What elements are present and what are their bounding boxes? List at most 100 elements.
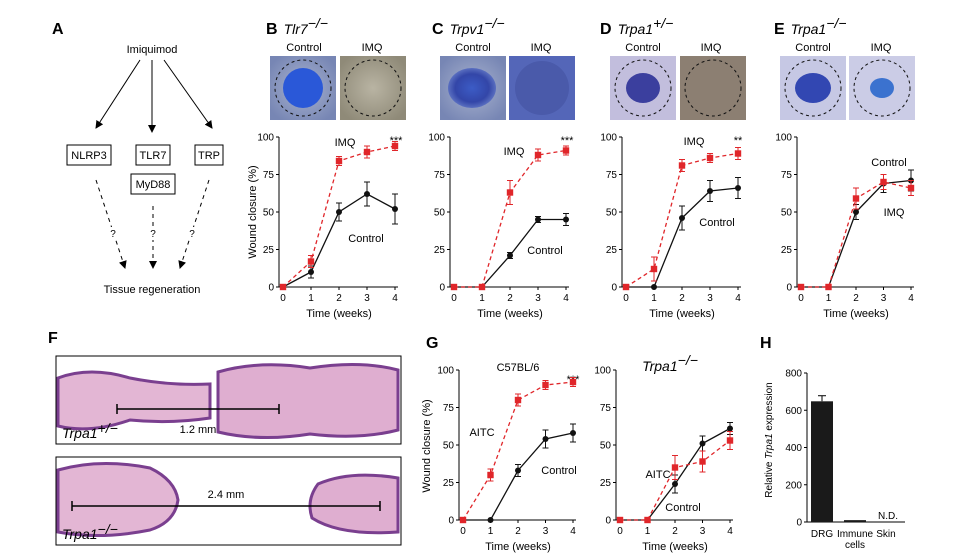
panel-label-g: G [426, 335, 438, 352]
g-right-control-label: Control [665, 502, 700, 514]
g-ylabel: Wound closure (%) [421, 399, 433, 492]
h-ytick-label: 0 [796, 518, 802, 529]
g-right-series-aitc-point [644, 516, 651, 524]
c-series-control-point [507, 252, 513, 259]
e-series-imq-point [825, 283, 832, 291]
g-left-ytick-label: 0 [448, 516, 454, 527]
g-right-xtick-label: 1 [645, 526, 651, 537]
d-ytick-label: 25 [606, 245, 618, 256]
nlrp3-box [66, 144, 112, 166]
charts-layer: 0 1 2 3 4 0 25 50 75 100 Time (weeks) 0 1 2 3 4 0 25 50 75 1… [257, 133, 914, 554]
f-bottom-tissue-right [308, 473, 400, 535]
tissue-regeneration-node: Tissue regeneration [104, 284, 201, 296]
g-left-series-aitc-point [569, 378, 577, 386]
panel-a: A Imiquimod NLRP3 TLR7 MyD88 TRP ? ? ? T… [52, 21, 224, 296]
c-control-label: Control [527, 245, 562, 257]
c-xtick-label: 4 [563, 293, 569, 304]
e-control-caption: Control [795, 42, 830, 54]
g-left-series-control-point [487, 517, 494, 523]
e-imq-caption: IMQ [871, 42, 892, 54]
b-xlabel: Time (weeks) [306, 308, 372, 320]
g-left-series-aitc-point [459, 516, 467, 524]
d-ytick-label: 0 [611, 283, 617, 294]
c-series-imq-line [454, 149, 567, 288]
trp-label: TRP [198, 150, 220, 162]
c-imq-label: IMQ [504, 146, 525, 158]
imiquimod-node: Imiquimod [127, 44, 178, 56]
c-imq-caption: IMQ [531, 42, 552, 54]
dashed-arrow-right [178, 179, 210, 269]
tlr7-box [135, 144, 171, 166]
b-xtick-label: 2 [336, 293, 342, 304]
f-top-tissue-right [216, 362, 400, 440]
panel-h: H Relative Trpa1 expression DRG Immune c… [760, 335, 898, 551]
g-right-series-control-point [699, 440, 706, 447]
c-ytick-label: 0 [439, 283, 445, 294]
e-imq-wound [870, 78, 894, 98]
d-series-control-point [707, 188, 713, 194]
g-right-xtick-label: 3 [700, 526, 706, 537]
g-left-xtick-label: 4 [570, 526, 576, 537]
c-series-imq-point [562, 147, 570, 154]
arrow-to-trp [163, 59, 213, 129]
b-series-imq-point [363, 148, 371, 156]
e-ytick-label: 100 [775, 133, 792, 144]
g-left-xtick-label: 3 [543, 526, 549, 537]
b-series-control-point [364, 191, 370, 197]
b-series-imq-point [279, 283, 287, 291]
d-series-control-line [626, 187, 739, 288]
e-series-imq-point [907, 184, 915, 192]
f-top-measure: 1.2 mm [180, 424, 217, 436]
g-right-series-control-point [727, 425, 733, 432]
d-ytick-label: 75 [606, 170, 618, 181]
g-right-xtick-label: 0 [617, 526, 623, 537]
e-series-control-point [853, 209, 859, 215]
c-ytick-label: 50 [434, 208, 446, 219]
b-imq-photo [340, 56, 406, 120]
d-xtick-label: 3 [707, 293, 713, 304]
b-series-imq-point [335, 157, 343, 165]
h-ytick-label: 600 [785, 406, 802, 417]
g-right-ytick-label: 25 [600, 478, 612, 489]
d-imq-outline [684, 59, 742, 117]
g-left-series-aitc-point [514, 396, 522, 404]
h-ytick-label: 400 [785, 443, 802, 454]
b-ytick-label: 50 [263, 208, 275, 219]
e-series-imq-point [852, 195, 860, 202]
g-right-series-aitc-point [616, 516, 624, 524]
e-series-imq-point [880, 178, 887, 186]
g-right-series-aitc-point [726, 437, 734, 444]
c-imq-wound [515, 61, 569, 115]
panel-label-h: H [760, 335, 772, 352]
f-bottom-genotype: Trpa1−/− [62, 521, 118, 542]
b-ytick-label: 0 [268, 283, 274, 294]
wound-photos: Control IMQ Control IMQ Control IMQ Cont… [270, 42, 915, 120]
e-imq-outline [853, 59, 911, 117]
b-xtick-label: 3 [364, 293, 370, 304]
panel-c-title: C Trpv1−/− [432, 15, 505, 38]
c-control-caption: Control [455, 42, 490, 54]
b-control-label: Control [348, 233, 383, 245]
b-ytick-label: 25 [263, 245, 275, 256]
e-ytick-label: 75 [781, 170, 793, 181]
e-control-wound [795, 73, 831, 103]
panel-d-title: D Trpa1+/− [600, 15, 673, 38]
d-imq-label: IMQ [684, 136, 705, 148]
e-ytick-label: 0 [786, 283, 792, 294]
g-right-xtick-label: 4 [727, 526, 733, 537]
g-left-ytick-label: 100 [437, 366, 454, 377]
d-imq-photo [680, 56, 746, 120]
d-series-imq-point [650, 265, 658, 273]
d-xtick-label: 1 [651, 293, 657, 304]
d-series-imq-point [678, 162, 686, 169]
b-control-caption: Control [286, 42, 321, 54]
g-left-series-control-point [570, 430, 576, 436]
g-left-title: C57BL/6 [497, 362, 540, 374]
g-right-ytick-label: 50 [600, 441, 612, 452]
e-xtick-label: 2 [853, 293, 859, 304]
c-series-imq-point [450, 283, 458, 291]
d-control-label: Control [699, 217, 734, 229]
g-left-control-label: Control [541, 465, 576, 477]
arrow-to-nlrp3 [95, 59, 141, 129]
panel-label-a: A [52, 21, 64, 38]
